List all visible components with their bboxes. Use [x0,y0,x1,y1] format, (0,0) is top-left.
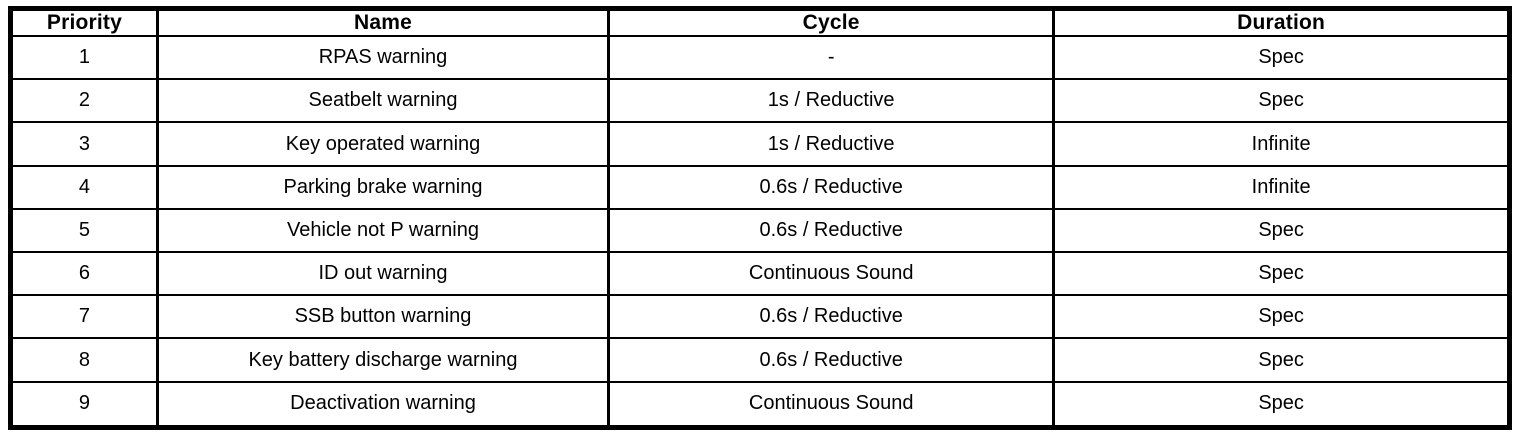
table-row: 2 Seatbelt warning 1s / Reductive Spec [9,78,1511,124]
table-row: 4 Parking brake warning 0.6s / Reductive… [9,164,1511,210]
table-header: Priority Name Cycle Duration [9,7,1511,37]
table-row: 6 ID out warning Continuous Sound Spec [9,251,1511,297]
cell-name: Seatbelt warning [155,78,611,124]
cell-duration: Spec [1052,207,1511,254]
table-body: 1 RPAS warning - Spec 2 Seatbelt warning… [9,34,1511,429]
cell-priority: 9 [9,380,159,429]
cell-duration: Infinite [1052,121,1511,167]
cell-priority: 5 [9,207,159,254]
cell-cycle: - [607,34,1056,81]
cell-cycle: 0.6s / Reductive [607,207,1056,254]
cell-priority: 4 [9,164,159,210]
cell-priority: 1 [9,34,159,81]
cell-cycle: 0.6s / Reductive [607,164,1056,210]
cell-duration: Spec [1052,251,1511,297]
table-row: 8 Key battery discharge warning 0.6s / R… [9,337,1511,383]
cell-cycle: 0.6s / Reductive [607,337,1056,383]
column-header-cycle: Cycle [607,7,1056,37]
cell-priority: 6 [9,251,159,297]
table-row: 9 Deactivation warning Continuous Sound … [9,380,1511,429]
cell-priority: 8 [9,337,159,383]
column-header-duration: Duration [1052,7,1511,37]
cell-duration: Spec [1052,380,1511,429]
table-row: 7 SSB button warning 0.6s / Reductive Sp… [9,294,1511,340]
column-header-name: Name [155,7,611,37]
cell-cycle: Continuous Sound [607,251,1056,297]
table-row: 5 Vehicle not P warning 0.6s / Reductive… [9,207,1511,254]
cell-duration: Spec [1052,294,1511,340]
cell-cycle: 1s / Reductive [607,78,1056,124]
cell-name: Parking brake warning [155,164,611,210]
header-row: Priority Name Cycle Duration [9,7,1511,37]
cell-name: Vehicle not P warning [155,207,611,254]
cell-duration: Spec [1052,78,1511,124]
cell-priority: 3 [9,121,159,167]
cell-priority: 7 [9,294,159,340]
warning-priority-table: Priority Name Cycle Duration 1 RPAS warn… [8,6,1512,430]
table-row: 3 Key operated warning 1s / Reductive In… [9,121,1511,167]
cell-duration: Spec [1052,34,1511,81]
cell-name: Key battery discharge warning [155,337,611,383]
cell-name: SSB button warning [155,294,611,340]
table-row: 1 RPAS warning - Spec [9,34,1511,81]
cell-cycle: 0.6s / Reductive [607,294,1056,340]
column-header-priority: Priority [9,7,159,37]
cell-name: Deactivation warning [155,380,611,429]
cell-priority: 2 [9,78,159,124]
cell-duration: Spec [1052,337,1511,383]
cell-duration: Infinite [1052,164,1511,210]
cell-cycle: Continuous Sound [607,380,1056,429]
cell-name: RPAS warning [155,34,611,81]
cell-cycle: 1s / Reductive [607,121,1056,167]
cell-name: ID out warning [155,251,611,297]
cell-name: Key operated warning [155,121,611,167]
